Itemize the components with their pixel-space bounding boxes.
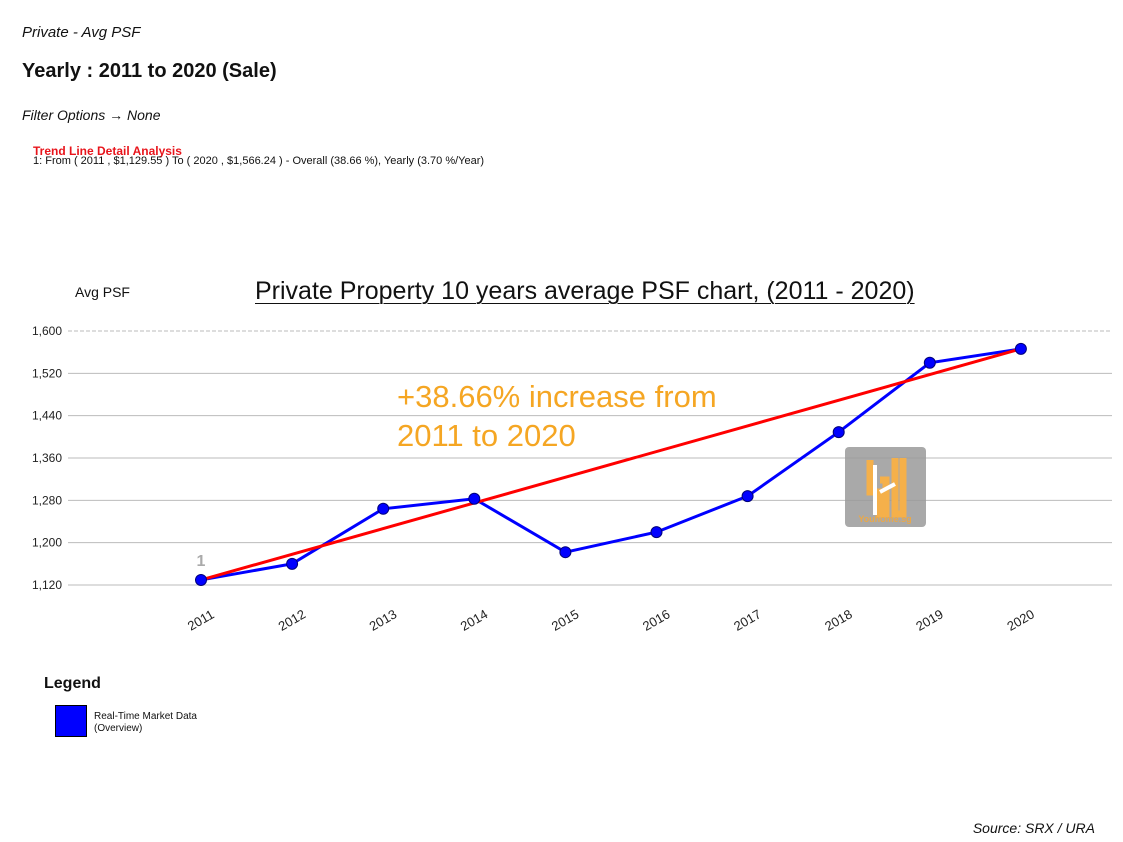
x-tick-label: 2013: [367, 606, 400, 633]
filter-options: Filter Options → None: [22, 107, 161, 123]
x-tick-label: 2015: [549, 606, 582, 633]
source-note: Source: SRX / URA: [972, 820, 1095, 836]
data-point: [832, 426, 845, 439]
trend-line: [200, 347, 1022, 582]
watermark-logo-mark: [873, 465, 896, 515]
y-tick-label: 1,440: [32, 409, 62, 423]
data-point: [468, 492, 481, 505]
data-point: [377, 502, 390, 515]
x-tick-label: 2018: [822, 606, 855, 633]
chart-category: Private - Avg PSF: [22, 24, 141, 41]
y-tick-label: 1,120: [32, 578, 62, 592]
page-title: Yearly : 2011 to 2020 (Sale): [22, 60, 277, 82]
legend-label: Real-Time Market Data (Overview): [94, 711, 197, 734]
y-tick-label: 1,360: [32, 451, 62, 465]
x-tick-label: 2020: [1004, 606, 1037, 633]
x-tick-label: 2011: [185, 607, 217, 634]
data-point: [923, 356, 936, 369]
annotation-line-1: +38.66% increase from: [397, 379, 717, 414]
x-tick-label: 2019: [913, 606, 946, 633]
data-point: [741, 490, 754, 503]
data-point: [650, 526, 663, 539]
chart-title: Private Property 10 years average PSF ch…: [255, 277, 915, 305]
y-tick-label: 1,520: [32, 366, 62, 380]
y-tick-label: 1,280: [32, 493, 62, 507]
y-tick-label: 1,200: [32, 536, 62, 550]
data-point: [286, 557, 299, 570]
legend-swatch: [55, 705, 87, 737]
x-tick-label: 2014: [458, 606, 491, 633]
trend-detail: 1: From ( 2011 , $1,129.55 ) To ( 2020 ,…: [33, 155, 485, 167]
y-tick-label: 1,600: [32, 324, 62, 338]
data-point: [1014, 342, 1027, 355]
x-tick-label: 2012: [276, 606, 309, 633]
watermark-text: Youhome.sg: [858, 514, 911, 524]
x-tick-label: 2016: [640, 606, 673, 633]
legend-heading: Legend: [44, 675, 101, 692]
data-point: [559, 546, 572, 559]
annotation-line-2: 2011 to 2020: [397, 418, 576, 453]
y-axis-label: Avg PSF: [75, 284, 130, 300]
trend-heading: Trend Line Detail Analysis: [33, 144, 182, 158]
data-point: [195, 573, 207, 586]
trend-line-label: 1: [197, 553, 206, 570]
x-tick-label: 2017: [731, 606, 764, 633]
series-line: [200, 347, 1022, 582]
